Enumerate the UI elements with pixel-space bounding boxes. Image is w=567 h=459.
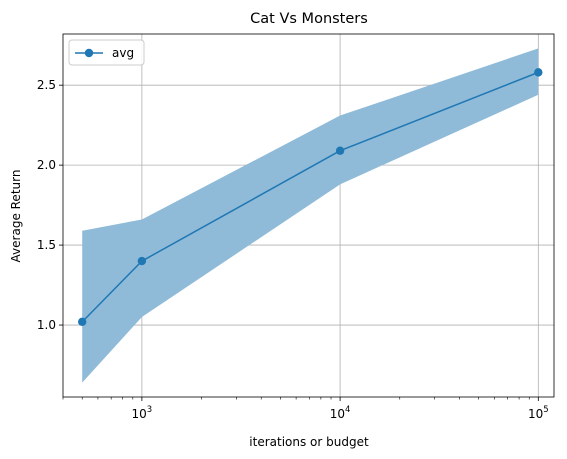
y-tick-label-2: 2.0 bbox=[37, 158, 56, 172]
data-point-0-1 bbox=[137, 256, 147, 266]
x-tick-label-1: 104 bbox=[330, 405, 351, 421]
legend-marker-0 bbox=[84, 48, 94, 58]
plot-area: 103 104 105 1.0 1.5 2.0 2.5 avg bbox=[37, 33, 555, 421]
x-axis-label: iterations or budget bbox=[249, 435, 369, 449]
data-point-0-3 bbox=[534, 68, 543, 77]
x-tick-label-0: 103 bbox=[132, 405, 153, 421]
x-tick-label-2: 105 bbox=[528, 405, 549, 421]
y-tick-label-0: 1.0 bbox=[37, 318, 56, 332]
y-tick-label-1: 1.5 bbox=[37, 238, 56, 252]
y-tick-label-3: 2.5 bbox=[37, 78, 56, 92]
axes-frame bbox=[62, 33, 555, 398]
data-point-0-0 bbox=[78, 317, 87, 327]
y-axis-label: Average Return bbox=[9, 170, 23, 263]
legend-box bbox=[68, 39, 145, 66]
legend-label-0: avg bbox=[112, 46, 134, 60]
series-band-0 bbox=[82, 48, 539, 383]
series-line-0 bbox=[81, 71, 539, 323]
chart-title: Cat Vs Monsters bbox=[250, 11, 368, 27]
data-point-0-2 bbox=[335, 146, 345, 155]
